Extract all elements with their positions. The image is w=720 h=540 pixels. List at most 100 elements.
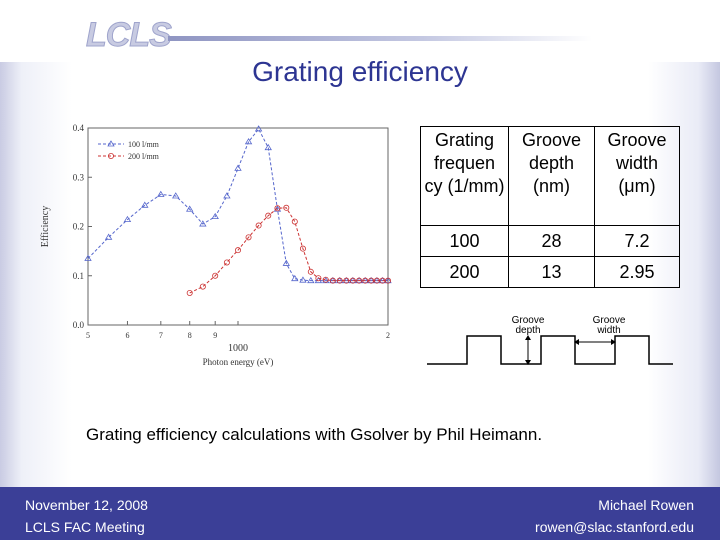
data-point: [172, 192, 180, 199]
legend-label: 200 l/mm: [128, 152, 160, 161]
groove-depth-label: Groove depth: [512, 315, 545, 336]
groove-width-label-line: Groove: [593, 315, 626, 326]
data-point: [199, 283, 206, 290]
x-axis-label: Photon energy (eV): [203, 357, 274, 367]
data-point: [211, 212, 219, 220]
data-point: [291, 274, 299, 282]
data-point: [274, 205, 281, 212]
x-tick-label: 7: [159, 331, 163, 340]
data-point: [342, 276, 351, 284]
cell-width: 7.2: [594, 225, 680, 257]
logo-text: LCLS: [86, 16, 172, 54]
x-tick-label: 9: [213, 331, 217, 340]
data-point: [368, 277, 375, 284]
data-point: [264, 143, 272, 151]
data-point: [343, 277, 350, 284]
footer-email: rowen@slac.stanford.edu: [535, 519, 694, 535]
data-point: [329, 276, 337, 284]
caption: Grating efficiency calculations with Gso…: [86, 425, 543, 444]
groove-width-label-line: width: [596, 325, 620, 336]
x-tick-label: 2: [386, 331, 390, 340]
data-point: [349, 276, 357, 284]
chart-svg: 0.0 0.1 0.2 0.3 0.4 5 6 7 8 9 1000 2 Photon energy (…: [40, 123, 392, 367]
y-tick-label: 0.0: [73, 320, 85, 330]
data-point: [186, 289, 193, 296]
data-point: [104, 233, 113, 240]
header-grating-frequency: Grating frequen cy (1/mm): [420, 126, 509, 226]
data-point: [367, 276, 375, 284]
grating-table: Grating frequen cy (1/mm) Groove depth (…: [420, 126, 680, 288]
data-point: [355, 276, 363, 284]
data-point: [157, 190, 165, 197]
header-band: [0, 0, 720, 62]
data-point: [315, 275, 322, 282]
data-point: [84, 254, 92, 261]
data-point: [361, 276, 369, 284]
groove-depth-label-line: Groove: [512, 315, 545, 326]
legend-marker: [107, 140, 115, 147]
x-tick-label: 5: [86, 331, 90, 340]
series-line: [189, 207, 388, 294]
data-point: [254, 125, 263, 132]
data-point: [336, 276, 344, 284]
data-point: [186, 205, 194, 212]
groove-width-label: Groove width: [593, 315, 626, 336]
data-point: [384, 276, 392, 284]
data-point: [291, 218, 298, 225]
data-point: [282, 259, 290, 266]
data-point: [307, 276, 315, 284]
y-tick-label: 0.4: [73, 123, 85, 133]
cell-width: 2.95: [594, 256, 680, 288]
data-point: [336, 277, 343, 284]
efficiency-chart: 0.0 0.1 0.2 0.3 0.4 5 6 7 8 9 1000 2 Photon energy (…: [36, 118, 396, 368]
header-groove-depth: Groove depth (nm): [508, 126, 595, 226]
data-point: [223, 259, 230, 266]
series-line: [87, 128, 388, 282]
data-point: [299, 276, 307, 283]
cell-frequency: 200: [420, 256, 509, 288]
data-point: [141, 201, 149, 208]
data-point: [307, 268, 314, 275]
data-point: [322, 276, 329, 283]
x-tick-label: 8: [188, 331, 192, 340]
table-row: 200 13 2.95: [420, 256, 680, 288]
groove-profile: [427, 335, 673, 365]
y-tick-label: 0.2: [73, 222, 84, 232]
data-point: [362, 277, 369, 284]
data-point: [255, 222, 262, 229]
data-point: [199, 220, 207, 227]
data-point: [234, 247, 241, 254]
data-point: [329, 277, 336, 284]
footer-meeting: LCLS FAC Meeting: [25, 519, 145, 535]
footer-author: Michael Rowen: [598, 497, 694, 513]
cell-depth: 28: [508, 225, 595, 257]
data-point: [212, 272, 219, 279]
groove-depth-label-line: depth: [515, 325, 540, 336]
data-point: [384, 277, 391, 284]
data-point: [378, 276, 387, 284]
data-point: [373, 276, 381, 284]
data-point: [265, 212, 272, 219]
data-point: [356, 277, 363, 284]
header-groove-width: Groove width (μm): [594, 126, 680, 226]
legend-label: 100 l/mm: [128, 140, 160, 149]
y-tick-label: 0.1: [73, 271, 84, 281]
data-point: [244, 138, 253, 145]
slide-title: Grating efficiency: [252, 56, 468, 87]
legend-marker: [108, 153, 115, 160]
data-point: [123, 215, 132, 223]
data-point: [223, 192, 231, 199]
table-row: 100 28 7.2: [420, 225, 680, 257]
data-point: [299, 245, 306, 252]
cell-frequency: 100: [420, 225, 509, 257]
groove-diagram: Groove depth Groove width: [427, 315, 673, 365]
x-tick-label: 1000: [228, 343, 248, 354]
header-rule: [168, 36, 592, 41]
lcls-logo: LCLS: [86, 16, 174, 55]
footer: November 12, 2008 LCLS FAC Meeting Micha…: [0, 487, 720, 540]
data-point: [283, 204, 290, 211]
cell-depth: 13: [508, 256, 595, 288]
data-point: [349, 277, 356, 284]
data-point: [234, 164, 242, 171]
table-header-row: Grating frequen cy (1/mm) Groove depth (…: [420, 126, 680, 226]
